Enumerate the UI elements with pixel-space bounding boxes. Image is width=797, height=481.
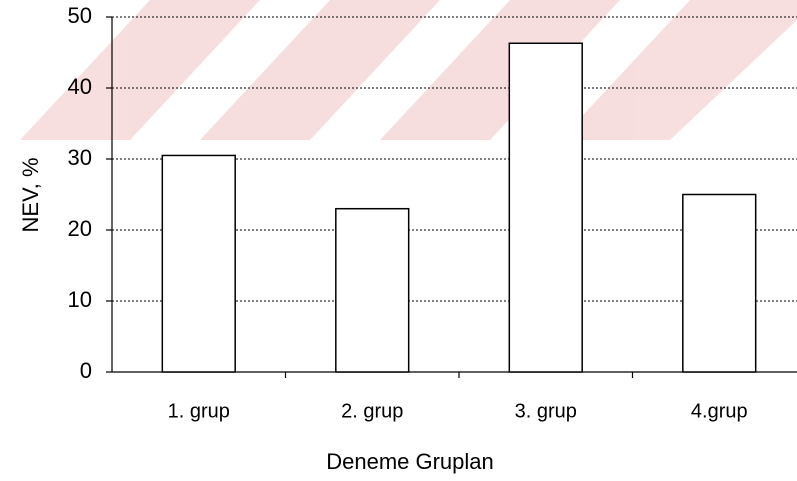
y-tick-label: 0: [80, 358, 92, 383]
bar: [335, 207, 410, 373]
bar: [161, 154, 236, 373]
y-tick-label: 20: [68, 216, 92, 241]
y-tick-label: 40: [68, 74, 92, 99]
y-tick-label: 50: [68, 3, 92, 28]
bar: [508, 42, 583, 373]
x-tick-label: 3. grup: [515, 400, 577, 422]
watermark: [20, 0, 797, 140]
y-tick-label: 10: [68, 287, 92, 312]
y-tick-label: 30: [68, 145, 92, 170]
x-tick-label: 1. grup: [168, 400, 230, 422]
y-axis-label: NEV, %: [18, 157, 43, 232]
bar: [682, 193, 757, 373]
x-tick-label: 4.grup: [691, 400, 748, 422]
x-tick-label: 2. grup: [341, 400, 403, 422]
x-axis-label: Deneme Gruplan: [326, 449, 494, 474]
